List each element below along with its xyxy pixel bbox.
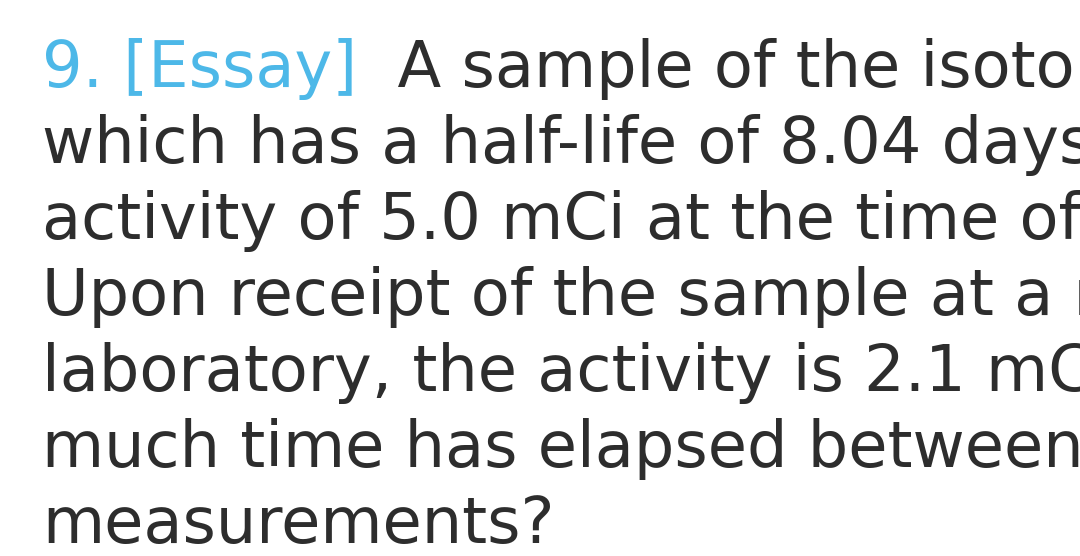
Text: 9. [Essay]: 9. [Essay]: [42, 38, 357, 100]
Text: A sample of the isotope: A sample of the isotope: [357, 38, 1080, 100]
Text: which has a half-life of 8.04 days, has an: which has a half-life of 8.04 days, has …: [42, 114, 1080, 176]
Text: much time has elapsed between the two: much time has elapsed between the two: [42, 418, 1080, 480]
Text: activity of 5.0 mCi at the time of shipment.: activity of 5.0 mCi at the time of shipm…: [42, 190, 1080, 252]
Text: measurements?: measurements?: [42, 494, 554, 556]
Text: Upon receipt of the sample at a medical: Upon receipt of the sample at a medical: [42, 266, 1080, 328]
Text: laboratory, the activity is 2.1 mCi. How: laboratory, the activity is 2.1 mCi. How: [42, 342, 1080, 404]
